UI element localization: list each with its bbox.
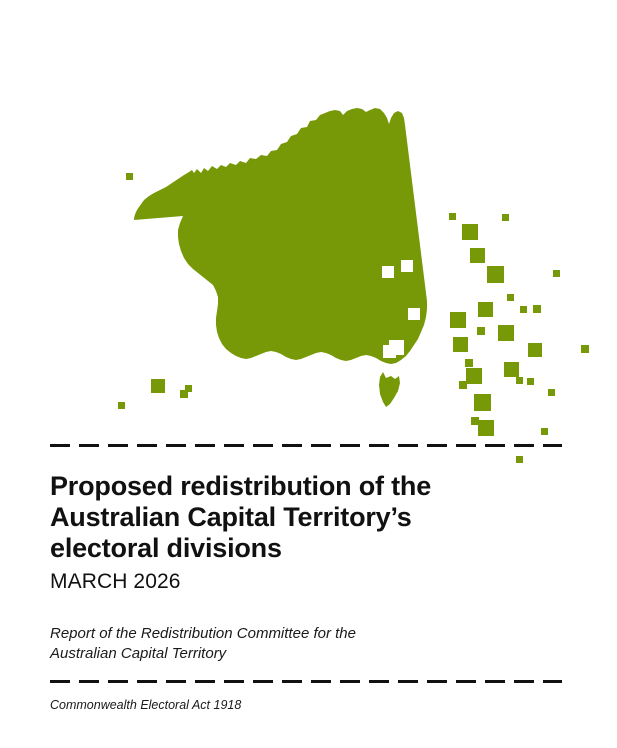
australia-map-svg	[118, 108, 589, 463]
map-tile-solid	[465, 359, 473, 367]
map-tile-solid	[449, 213, 456, 220]
page-title-line-2: Australian Capital Territory’s	[50, 502, 412, 532]
map-tile-solid	[183, 208, 198, 223]
publication-date: MARCH 2026	[50, 570, 181, 593]
cover-text-block: Proposed redistribution of the Australia…	[50, 444, 562, 713]
report-subtitle-line-2: Australian Capital Territory	[50, 645, 227, 662]
map-tile-solid	[478, 420, 494, 436]
map-tile-solid	[516, 377, 523, 384]
map-tile-solid	[253, 207, 261, 215]
report-subtitle-line-1: Report of the Redistribution Committee f…	[50, 625, 356, 642]
map-tile-solid	[548, 389, 555, 396]
map-tile-solid	[487, 266, 504, 283]
map-tile-solid	[151, 379, 165, 393]
map-tile-solid	[498, 325, 514, 341]
map-tile-solid	[466, 368, 482, 384]
map-tile-solid	[459, 381, 467, 389]
map-tile-solid	[453, 337, 468, 352]
map-tile-solid	[528, 343, 542, 357]
map-tile-solid	[470, 248, 485, 263]
map-tile-solid	[504, 362, 519, 377]
map-tile-solid	[477, 327, 485, 335]
map-tile-solid	[478, 302, 493, 317]
map-tile-solid	[533, 305, 541, 313]
map-tile-solid	[541, 428, 548, 435]
map-landmass-final	[134, 108, 427, 364]
map-tile-solid	[474, 394, 491, 411]
tasmania	[379, 372, 400, 407]
map-tile-solid	[581, 345, 589, 353]
map-tile-solid	[180, 390, 188, 398]
map-tile-solid	[516, 456, 523, 463]
map-dissolve-squares	[118, 173, 589, 463]
tasmania-shape	[379, 372, 400, 407]
divider-rule-bottom	[50, 680, 562, 683]
australia-map-artwork	[50, 80, 589, 463]
map-tile-solid	[520, 306, 527, 313]
map-tile-solid	[502, 214, 509, 221]
map-tile-solid	[507, 294, 514, 301]
map-tile-solid	[118, 402, 125, 409]
page-title: Proposed redistribution of the Australia…	[50, 471, 562, 564]
legislation-reference: Commonwealth Electoral Act 1918	[50, 698, 242, 712]
map-tile-solid	[462, 224, 478, 240]
page-title-line-3: electoral divisions	[50, 533, 282, 563]
map-tile-solid	[450, 312, 466, 328]
map-tile-solid	[527, 378, 534, 385]
australia-shape	[134, 108, 427, 364]
divider-rule-top	[50, 444, 562, 447]
map-tile-solid	[471, 417, 479, 425]
map-tile-solid	[553, 270, 560, 277]
report-subtitle: Report of the Redistribution Committee f…	[50, 624, 562, 664]
map-tile-solid	[126, 173, 133, 180]
map-tile-solid	[217, 201, 225, 209]
page-title-line-1: Proposed redistribution of the	[50, 471, 432, 501]
map-tile-solid	[185, 385, 192, 392]
